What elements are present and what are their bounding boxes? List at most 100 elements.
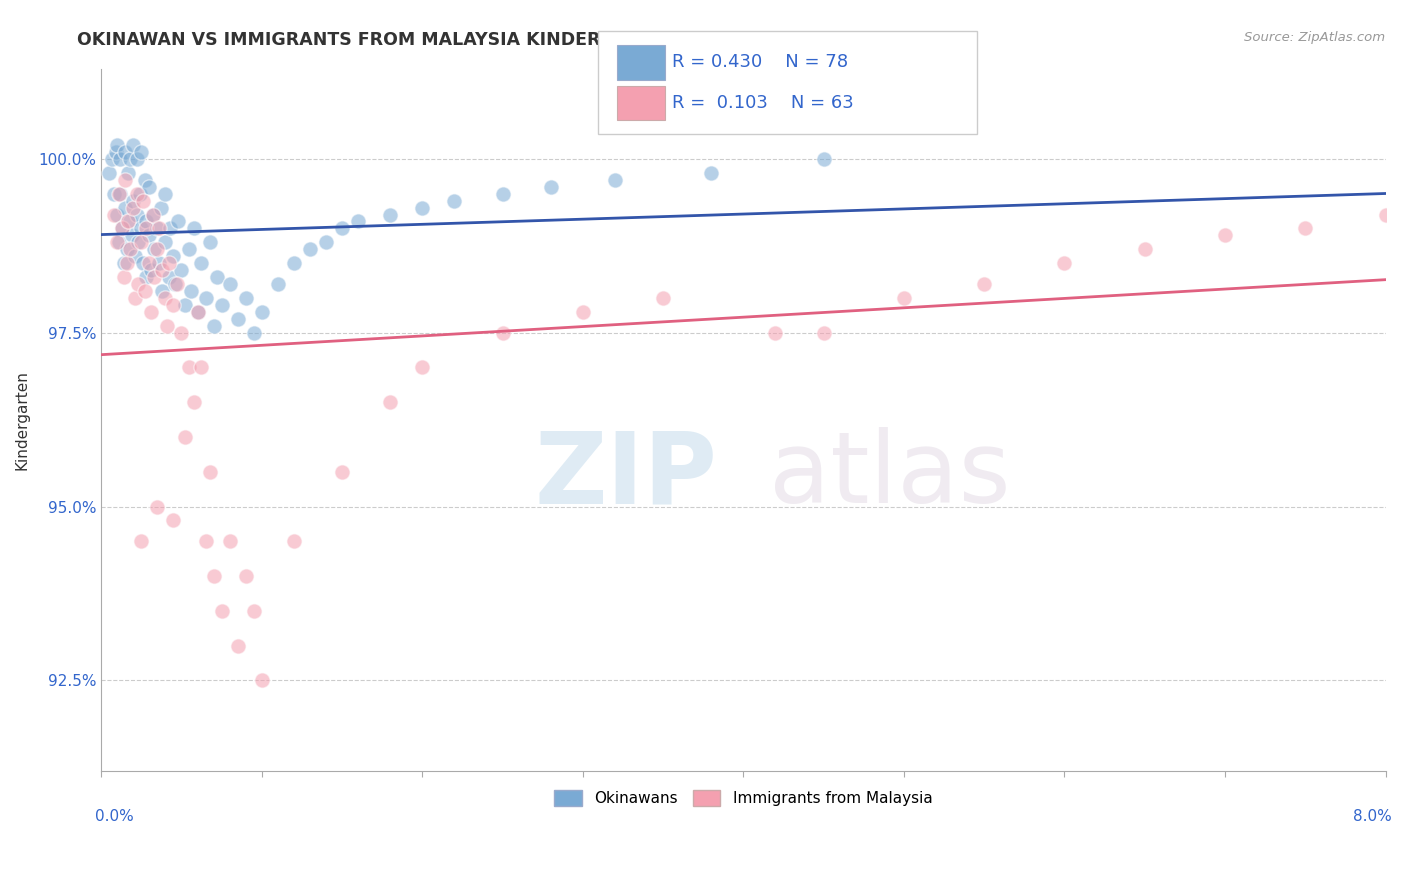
Point bbox=[146, 221, 169, 235]
Point bbox=[173, 430, 195, 444]
Point bbox=[142, 207, 165, 221]
Point bbox=[103, 207, 125, 221]
Point bbox=[186, 305, 208, 319]
Point bbox=[283, 534, 305, 549]
Point bbox=[380, 207, 402, 221]
Point bbox=[162, 249, 184, 263]
Text: R = 0.430    N = 78: R = 0.430 N = 78 bbox=[672, 54, 848, 71]
Point bbox=[125, 186, 148, 201]
Point bbox=[110, 152, 132, 166]
Point bbox=[138, 256, 160, 270]
Point bbox=[173, 298, 195, 312]
Point bbox=[120, 152, 142, 166]
Point bbox=[101, 152, 124, 166]
Point bbox=[765, 326, 787, 340]
Point bbox=[603, 173, 626, 187]
Point bbox=[167, 214, 190, 228]
Point bbox=[122, 194, 145, 208]
Point bbox=[122, 138, 145, 153]
Point bbox=[572, 305, 595, 319]
Point bbox=[183, 395, 205, 409]
Point bbox=[131, 221, 153, 235]
Point bbox=[114, 201, 136, 215]
Point bbox=[98, 166, 121, 180]
Point bbox=[143, 270, 166, 285]
Point bbox=[179, 360, 201, 375]
Point bbox=[194, 534, 217, 549]
Point bbox=[330, 221, 353, 235]
Point bbox=[108, 235, 131, 250]
Point bbox=[125, 207, 148, 221]
Y-axis label: Kindergarten: Kindergarten bbox=[15, 369, 30, 469]
Point bbox=[315, 235, 337, 250]
Point bbox=[135, 214, 157, 228]
Point bbox=[166, 277, 188, 291]
Point bbox=[267, 277, 290, 291]
Point bbox=[1053, 256, 1076, 270]
Text: R =  0.103    N = 63: R = 0.103 N = 63 bbox=[672, 94, 853, 112]
Point bbox=[139, 305, 162, 319]
Point bbox=[105, 207, 128, 221]
Point bbox=[146, 500, 169, 514]
Point bbox=[443, 194, 465, 208]
Point bbox=[148, 256, 170, 270]
Point bbox=[190, 256, 212, 270]
Point bbox=[1133, 242, 1156, 256]
Point bbox=[155, 186, 177, 201]
Point bbox=[491, 186, 513, 201]
Point bbox=[138, 228, 160, 243]
Point bbox=[283, 256, 305, 270]
Point bbox=[170, 263, 193, 277]
Point bbox=[122, 201, 145, 215]
Point bbox=[135, 270, 157, 285]
Text: 0.0%: 0.0% bbox=[94, 809, 134, 824]
Point bbox=[125, 152, 148, 166]
Point bbox=[121, 228, 143, 243]
Point bbox=[155, 291, 177, 305]
Point bbox=[149, 201, 172, 215]
Point bbox=[411, 360, 433, 375]
Point bbox=[139, 263, 162, 277]
Point bbox=[135, 221, 157, 235]
Point bbox=[115, 242, 138, 256]
Point bbox=[186, 305, 208, 319]
Point bbox=[652, 291, 675, 305]
Point bbox=[190, 360, 212, 375]
Point bbox=[813, 326, 835, 340]
Point bbox=[211, 298, 233, 312]
Point bbox=[114, 173, 136, 187]
Point bbox=[162, 298, 184, 312]
Point bbox=[111, 221, 134, 235]
Point bbox=[120, 242, 142, 256]
Point bbox=[411, 201, 433, 215]
Point bbox=[157, 256, 180, 270]
Point bbox=[124, 249, 146, 263]
Point bbox=[156, 318, 179, 333]
Point bbox=[111, 221, 134, 235]
Point bbox=[1374, 207, 1396, 221]
Point bbox=[132, 256, 155, 270]
Point bbox=[134, 284, 156, 298]
Point bbox=[104, 145, 127, 159]
Point bbox=[142, 207, 165, 221]
Point bbox=[347, 214, 370, 228]
Text: atlas: atlas bbox=[769, 427, 1011, 524]
Point bbox=[250, 673, 273, 688]
Point bbox=[162, 513, 184, 527]
Point bbox=[105, 235, 128, 250]
Point bbox=[330, 465, 353, 479]
Point bbox=[202, 318, 225, 333]
Point bbox=[170, 326, 193, 340]
Point bbox=[180, 284, 202, 298]
Point bbox=[127, 277, 149, 291]
Point bbox=[157, 270, 180, 285]
Point bbox=[127, 235, 149, 250]
Point bbox=[205, 270, 228, 285]
Text: 8.0%: 8.0% bbox=[1353, 809, 1392, 824]
Point bbox=[1213, 228, 1236, 243]
Point bbox=[540, 179, 562, 194]
Point bbox=[226, 311, 249, 326]
Point bbox=[148, 221, 170, 235]
Point bbox=[110, 186, 132, 201]
Text: OKINAWAN VS IMMIGRANTS FROM MALAYSIA KINDERGARTEN CORRELATION CHART: OKINAWAN VS IMMIGRANTS FROM MALAYSIA KIN… bbox=[77, 31, 894, 49]
